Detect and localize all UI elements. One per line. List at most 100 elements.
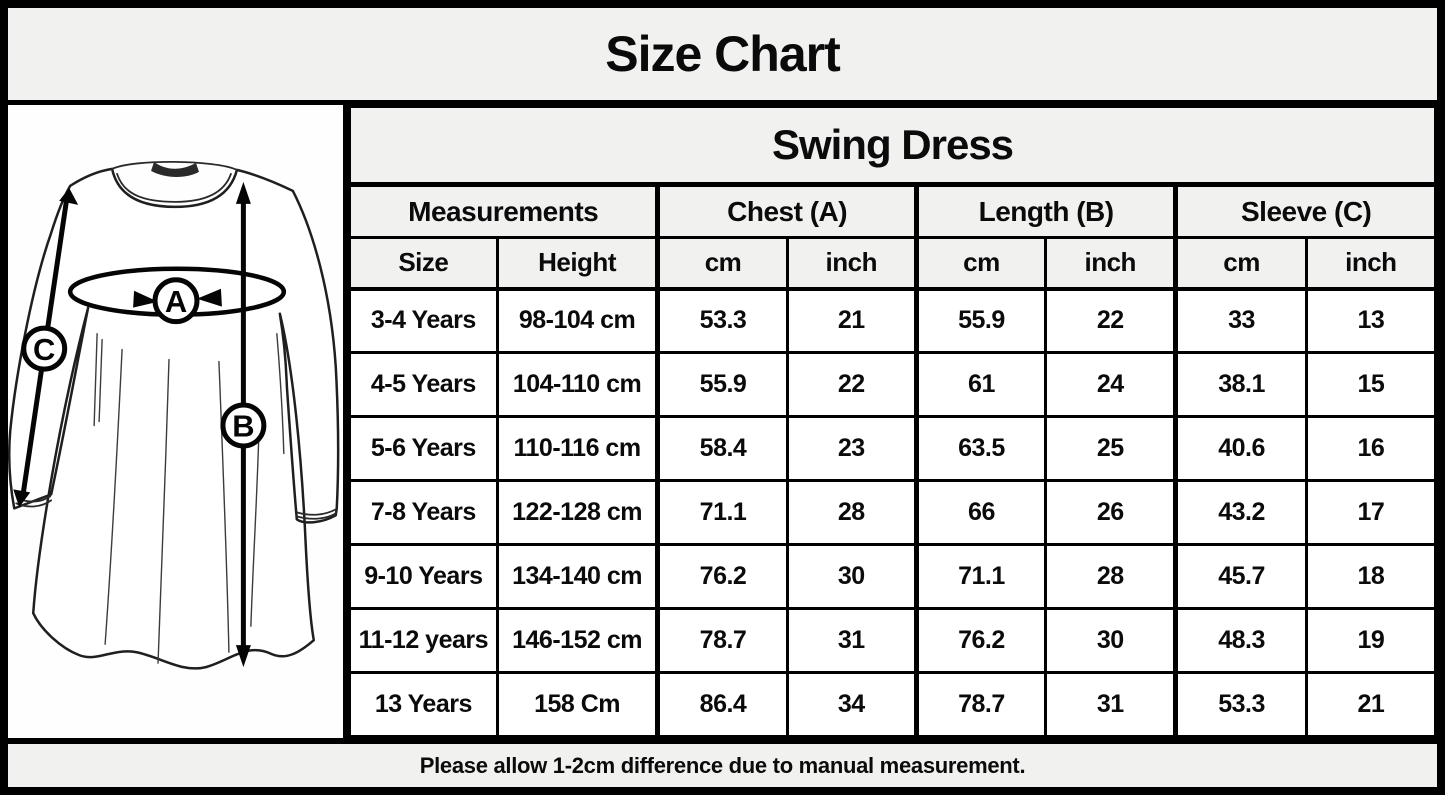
table-cell: 13 xyxy=(1304,287,1437,354)
table-cell: 63.5 xyxy=(913,415,1048,482)
table-cell: 146-152 cm xyxy=(495,607,660,674)
table-cell: 33 xyxy=(1173,287,1308,354)
sub-header-row: Size Height cm inch cm inch cm inch xyxy=(348,236,1437,291)
table-cell: 26 xyxy=(1044,479,1178,546)
table-cell: 76.2 xyxy=(655,543,789,610)
table-cell: 98-104 cm xyxy=(495,287,660,354)
table-cell: 48.3 xyxy=(1173,607,1308,674)
marker-a-label: A xyxy=(165,284,187,319)
footer-band: Please allow 1-2cm difference due to man… xyxy=(8,738,1437,787)
group-header-row: Measurements Chest (A) Length (B) Sleeve… xyxy=(347,183,1437,239)
table-cell: 58.4 xyxy=(655,415,789,482)
table-cell: 55.9 xyxy=(655,351,789,418)
title-band: Size Chart xyxy=(8,8,1437,105)
table-row: 3-4 Years 98-104 cm 53.3 21 55.9 22 33 1… xyxy=(348,287,1437,354)
marker-b-label: B xyxy=(232,409,254,444)
col-header-chest-inch: inch xyxy=(785,236,918,291)
dress-diagram-panel: A B C xyxy=(8,105,343,738)
skirt-seams xyxy=(93,332,285,664)
collar-back-line xyxy=(111,161,238,171)
sleeve-measure-arrow: C xyxy=(13,187,79,508)
marker-b-circle xyxy=(220,402,267,449)
group-header-chest: Chest (A) xyxy=(655,183,918,239)
table-cell: 104-110 cm xyxy=(495,351,660,418)
table-row: 11-12 years 146-152 cm 78.7 31 76.2 30 4… xyxy=(348,607,1437,674)
marker-c-label: C xyxy=(33,332,55,367)
dress-outline xyxy=(8,167,340,670)
table-cell: 71.1 xyxy=(655,479,789,546)
table-cell: 3-4 Years xyxy=(348,287,499,354)
table-cell: 122-128 cm xyxy=(495,479,660,546)
group-header-length: Length (B) xyxy=(913,183,1178,239)
table-cell: 76.2 xyxy=(913,607,1048,674)
col-header-sleeve-inch: inch xyxy=(1304,236,1437,291)
table-cell: 61 xyxy=(913,351,1048,418)
collar-inner-line xyxy=(116,172,232,203)
table-cell: 30 xyxy=(785,543,918,610)
table-cell: 19 xyxy=(1304,607,1437,674)
table-cell: 158 Cm xyxy=(495,671,660,738)
table-cell: 18 xyxy=(1304,543,1437,610)
table-row: 4-5 Years 104-110 cm 55.9 22 61 24 38.1 … xyxy=(348,351,1437,418)
table-cell: 4-5 Years xyxy=(348,351,499,418)
product-header-row: Swing Dress xyxy=(348,105,1437,187)
page-title: Size Chart xyxy=(605,26,841,82)
measurement-disclaimer: Please allow 1-2cm difference due to man… xyxy=(419,752,1026,778)
table-cell: 28 xyxy=(785,479,918,546)
table-row: 13 Years 158 Cm 86.4 34 78.7 31 53.3 21 xyxy=(348,671,1437,738)
table-cell: 23 xyxy=(785,415,918,482)
table-cell: 31 xyxy=(1044,671,1178,738)
table-cell: 7-8 Years xyxy=(348,479,499,546)
table-cell: 5-6 Years xyxy=(348,415,499,482)
marker-a-circle xyxy=(152,277,200,325)
table-cell: 15 xyxy=(1304,351,1437,418)
size-table: Swing Dress Measurements Chest (A) Lengt… xyxy=(347,105,1437,738)
col-header-length-inch: inch xyxy=(1044,236,1178,291)
table-cell: 55.9 xyxy=(913,287,1048,354)
table-cell: 34 xyxy=(785,671,918,738)
table-cell: 78.7 xyxy=(913,671,1048,738)
swing-dress-illustration: A B C xyxy=(8,161,340,670)
table-cell: 17 xyxy=(1304,479,1437,546)
table-cell: 38.1 xyxy=(1173,351,1308,418)
table-cell: 53.3 xyxy=(1173,671,1308,738)
table-cell: 24 xyxy=(1044,351,1178,418)
table-cell: 30 xyxy=(1044,607,1178,674)
table-cell: 13 Years xyxy=(348,671,499,738)
table-cell: 110-116 cm xyxy=(495,415,660,482)
col-header-chest-cm: cm xyxy=(655,236,789,291)
brand-tag xyxy=(151,161,199,178)
table-cell: 28 xyxy=(1044,543,1178,610)
table-cell: 21 xyxy=(785,287,918,354)
table-cell: 43.2 xyxy=(1173,479,1308,546)
table-cell: 71.1 xyxy=(913,543,1048,610)
table-cell: 16 xyxy=(1304,415,1437,482)
table-cell: 25 xyxy=(1044,415,1178,482)
table-cell: 86.4 xyxy=(655,671,789,738)
table-cell: 45.7 xyxy=(1173,543,1308,610)
product-name: Swing Dress xyxy=(348,105,1437,187)
table-cell: 40.6 xyxy=(1173,415,1308,482)
chest-measure-arrow: A xyxy=(67,266,287,325)
table-cell: 78.7 xyxy=(655,607,789,674)
table-row: 5-6 Years 110-116 cm 58.4 23 63.5 25 40.… xyxy=(348,415,1437,482)
table-cell: 21 xyxy=(1304,671,1437,738)
col-header-sleeve-cm: cm xyxy=(1173,236,1308,291)
table-cell: 11-12 years xyxy=(348,607,499,674)
table-cell: 31 xyxy=(785,607,918,674)
marker-c-circle xyxy=(21,325,68,372)
content-area: A B C xyxy=(8,105,1437,738)
table-cell: 9-10 Years xyxy=(348,543,499,610)
col-header-height: Height xyxy=(495,236,660,291)
table-row: 9-10 Years 134-140 cm 76.2 30 71.1 28 45… xyxy=(348,543,1437,610)
table-cell: 66 xyxy=(913,479,1048,546)
table-cell: 22 xyxy=(1044,287,1178,354)
table-cell: 53.3 xyxy=(655,287,789,354)
col-header-size: Size xyxy=(348,236,499,291)
col-header-length-cm: cm xyxy=(913,236,1048,291)
table-row: 7-8 Years 122-128 cm 71.1 28 66 26 43.2 … xyxy=(348,479,1437,546)
group-header-measurements: Measurements xyxy=(347,183,660,239)
table-cell: 22 xyxy=(785,351,918,418)
right-cuff-lines xyxy=(295,508,337,520)
